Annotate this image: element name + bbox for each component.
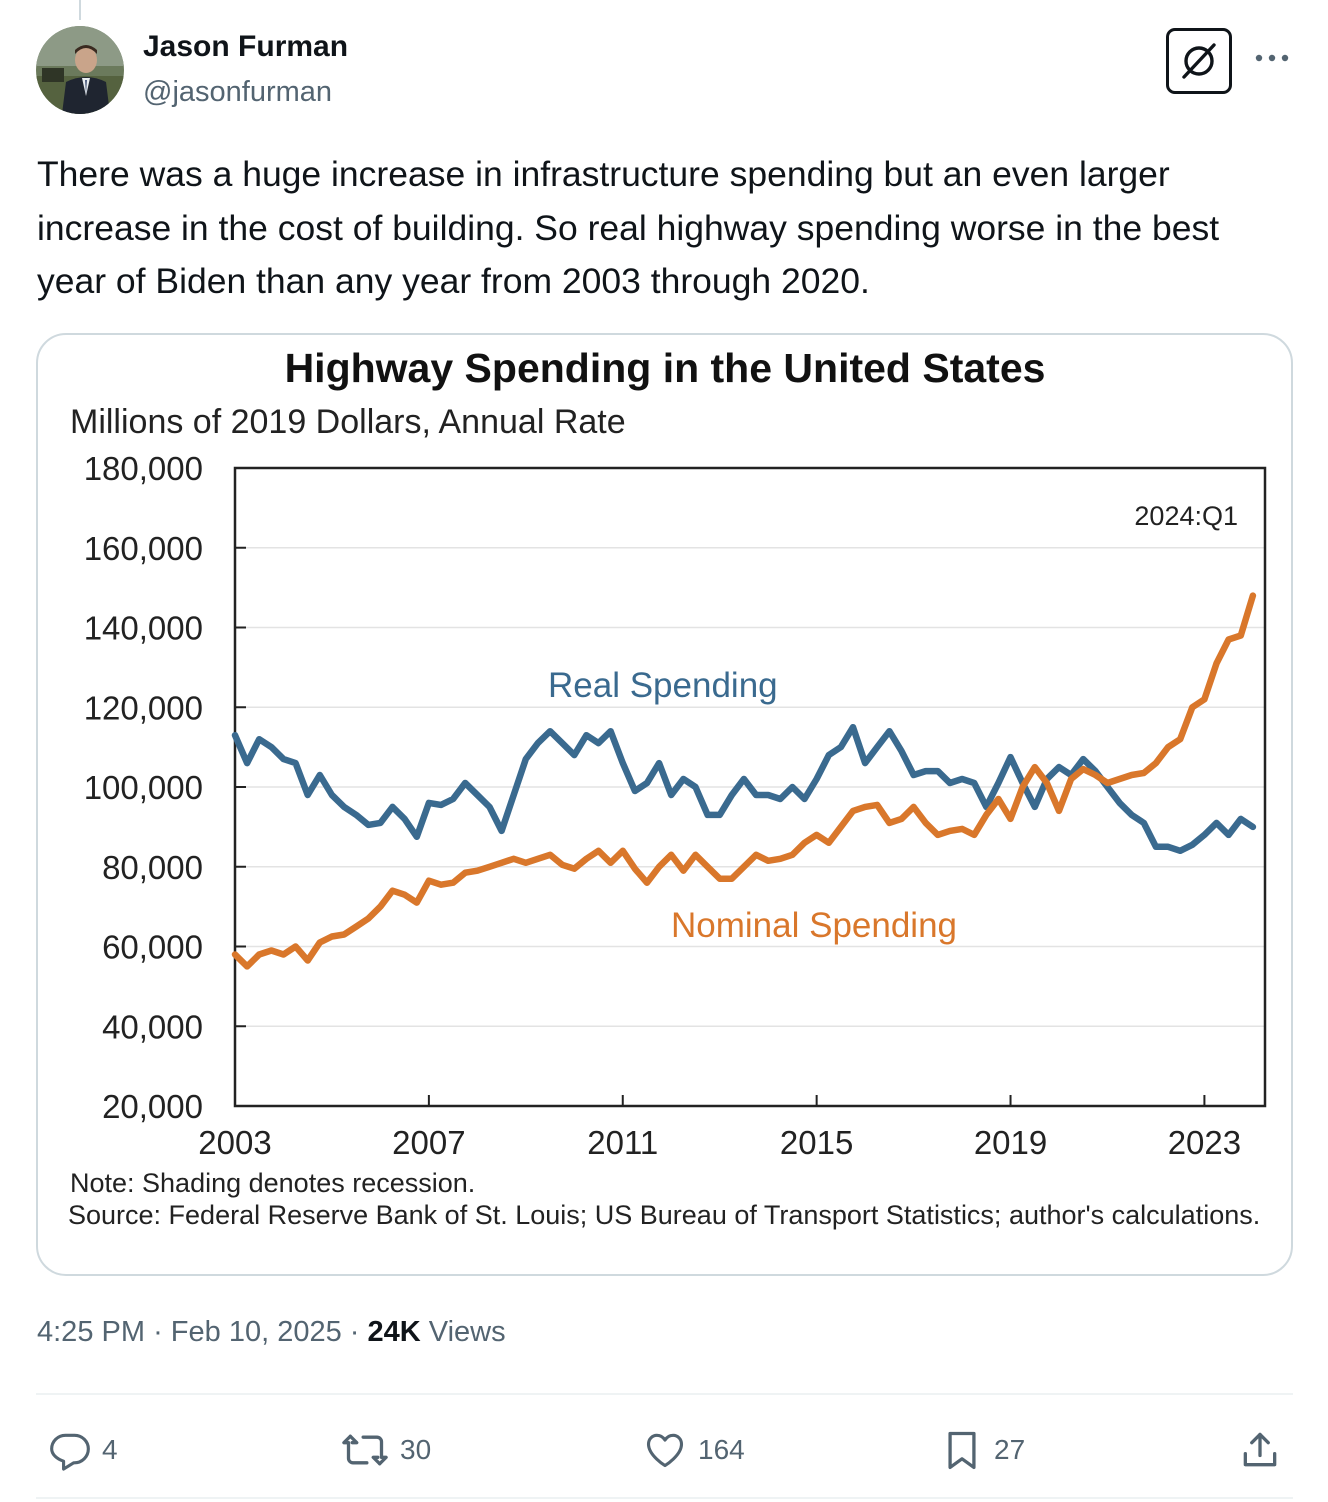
avatar-photo [36, 26, 124, 114]
reply-button[interactable]: 4 [48, 1424, 118, 1476]
views-label: Views [428, 1316, 506, 1348]
y-tick-label: 120,000 [84, 689, 203, 726]
y-tick-label: 100,000 [84, 769, 203, 806]
bookmark-button[interactable]: 27 [940, 1424, 1025, 1476]
y-tick-label: 40,000 [102, 1008, 203, 1045]
like-count: 164 [698, 1434, 745, 1465]
grok-button[interactable] [1166, 28, 1232, 94]
y-tick-label: 80,000 [102, 849, 203, 886]
chart-annotation: 2024:Q1 [1134, 501, 1238, 531]
y-tick-label: 160,000 [84, 530, 203, 567]
chart-source: Source: Federal Reserve Bank of St. Loui… [68, 1200, 1261, 1230]
y-tick-label: 60,000 [102, 929, 203, 966]
tweet-date[interactable]: Feb 10, 2025 [170, 1316, 342, 1348]
nominal-spending-line [231, 592, 1257, 970]
real-spending-label: Real Spending [548, 666, 778, 705]
tweet-text: There was a huge increase in infrastruct… [37, 154, 1220, 301]
bookmark-count: 27 [994, 1434, 1026, 1465]
repost-icon [342, 1434, 388, 1466]
thread-connector-line [79, 0, 81, 20]
x-tick-label: 2015 [780, 1124, 853, 1161]
tweet-media-chart[interactable]: 20,000 40,000 60,000 80,000 100,000 120,000 14… [36, 333, 1293, 1276]
views-count[interactable]: 24K [367, 1316, 421, 1348]
x-tick-label: 2011 [587, 1124, 658, 1161]
author-handle[interactable]: @jasonfurman [143, 76, 333, 108]
chart-subtitle: Millions of 2019 Dollars, Annual Rate [70, 403, 626, 441]
divider-bottom [36, 1497, 1293, 1499]
x-tick-label: 2003 [198, 1124, 271, 1161]
real-spending-line [231, 723, 1257, 855]
x-tick-label: 2023 [1168, 1124, 1241, 1161]
repost-button[interactable]: 30 [340, 1424, 431, 1476]
highway-spending-chart: 20,000 40,000 60,000 80,000 100,000 120,000 14… [68, 345, 1267, 1230]
y-tick-label: 180,000 [84, 450, 203, 487]
chart-source-wrapper: Source: Federal Reserve Bank of St. Loui… [68, 1200, 1261, 1230]
divider-top [36, 1393, 1293, 1395]
author-display-name[interactable]: Jason Furman [143, 30, 349, 63]
tweet-meta: 4:25 PM · Feb 10, 2025 · 24K Views [37, 1316, 506, 1349]
share-button[interactable] [1238, 1424, 1282, 1476]
nominal-spending-label: Nominal Spending [671, 906, 957, 945]
like-button[interactable]: 164 [642, 1424, 745, 1476]
reply-icon [50, 1433, 90, 1471]
tweet-time[interactable]: 4:25 PM [37, 1316, 145, 1348]
repost-count: 30 [400, 1434, 432, 1465]
meta-separator: · [153, 1316, 163, 1348]
share-icon [1243, 1432, 1277, 1467]
reply-count: 4 [102, 1434, 118, 1465]
x-tick-label: 2019 [974, 1124, 1047, 1161]
avatar[interactable] [36, 26, 124, 114]
more-icon [1255, 54, 1289, 62]
y-tick-label: 140,000 [84, 610, 203, 647]
chart-title: Highway Spending in the United States [285, 345, 1046, 391]
y-tick-label: 20,000 [102, 1088, 203, 1125]
x-tick-label: 2007 [392, 1124, 465, 1161]
grok-icon [1182, 43, 1216, 79]
chart-note: Note: Shading denotes recession. [70, 1168, 475, 1198]
meta-separator: · [349, 1316, 360, 1348]
like-icon [646, 1433, 684, 1468]
bookmark-icon [948, 1431, 976, 1470]
more-options-button[interactable] [1250, 36, 1294, 80]
